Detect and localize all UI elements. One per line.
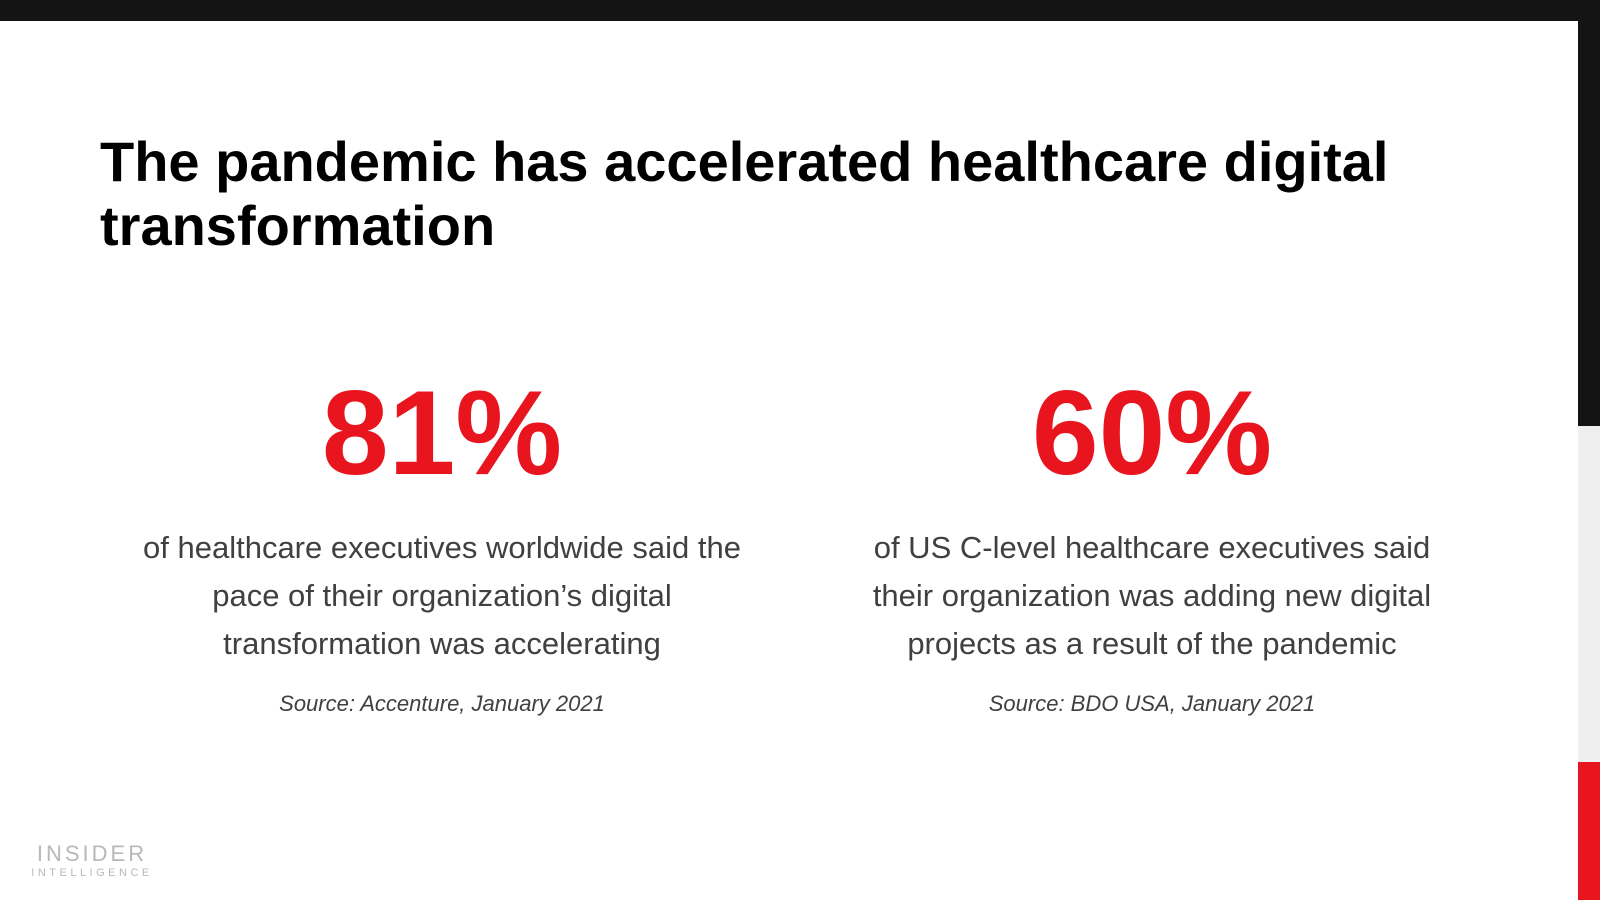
insider-intelligence-logo: INSIDER INTELLIGENCE bbox=[22, 842, 162, 880]
logo-line-2: INTELLIGENCE bbox=[31, 867, 153, 879]
stat-description: of US C-level healthcare executives said… bbox=[872, 530, 1432, 661]
right-decorative-bar-grey bbox=[1578, 426, 1600, 762]
right-decorative-bar-red bbox=[1578, 762, 1600, 900]
stat-description: of healthcare executives worldwide said … bbox=[143, 530, 741, 661]
stat-source: Source: Accenture, January 2021 bbox=[279, 691, 605, 716]
slide-title: The pandemic has accelerated healthcare … bbox=[100, 130, 1389, 257]
stat-block-right: 60% of US C-level healthcare executives … bbox=[832, 368, 1472, 718]
right-decorative-bar-dark bbox=[1578, 0, 1600, 426]
stat-value: 60% bbox=[1031, 366, 1273, 500]
stat-source: Source: BDO USA, January 2021 bbox=[988, 691, 1316, 716]
stat-value: 81% bbox=[321, 366, 563, 500]
logo-line-1: INSIDER bbox=[36, 841, 148, 866]
stat-block-left: 81% of healthcare executives worldwide s… bbox=[122, 368, 762, 718]
top-decorative-bar bbox=[0, 0, 1600, 21]
